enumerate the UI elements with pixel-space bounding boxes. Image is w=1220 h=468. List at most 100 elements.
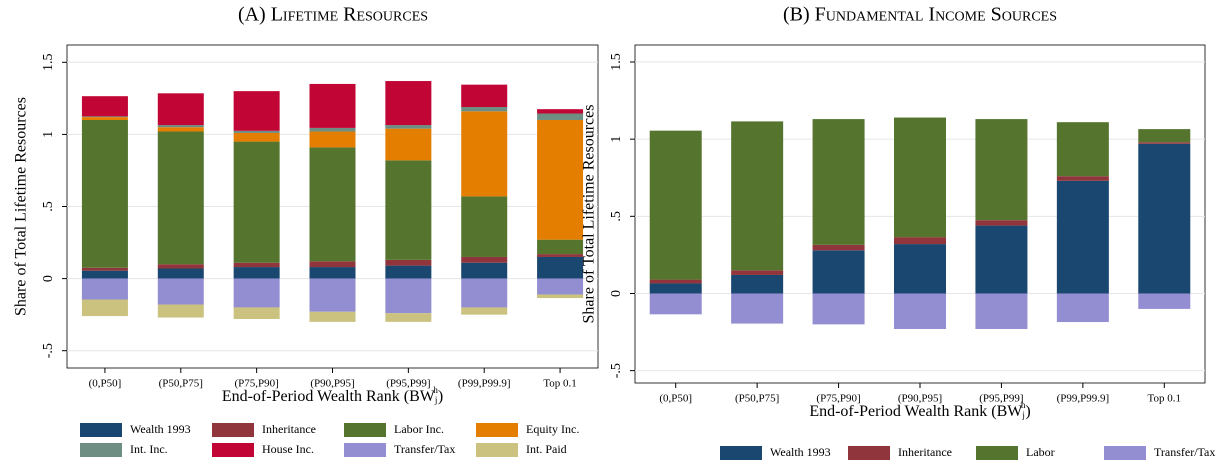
legend-label: Labor Inc. bbox=[394, 422, 444, 436]
y-tick-label: -.5 bbox=[41, 343, 56, 358]
bar-segment bbox=[81, 267, 128, 271]
bar-segment bbox=[894, 237, 946, 245]
bar-segment bbox=[81, 270, 128, 279]
y-tick-label: 1.5 bbox=[609, 53, 624, 71]
bar-segment bbox=[812, 244, 865, 251]
bar-segment bbox=[1056, 293, 1109, 323]
bar-segment bbox=[309, 278, 356, 312]
bar-segment bbox=[731, 293, 784, 324]
legend-swatch bbox=[476, 423, 518, 437]
bar-segment bbox=[385, 128, 432, 161]
bar-segment bbox=[812, 250, 865, 294]
x-tick-label: Top 0.1 bbox=[1148, 393, 1181, 405]
bar-segment bbox=[537, 256, 584, 279]
legend-label: Equity Inc. bbox=[526, 422, 579, 436]
x-tick-label: Top 0.1 bbox=[543, 378, 576, 390]
bar-segment bbox=[233, 132, 280, 142]
bar-segment bbox=[894, 244, 946, 294]
bar-segment bbox=[233, 91, 280, 131]
bar-segment bbox=[537, 119, 584, 240]
bar-segment bbox=[233, 267, 280, 279]
x-tick-label: (P99,P99.9] bbox=[1057, 393, 1110, 405]
legend-swatch bbox=[476, 443, 518, 457]
bar-segment bbox=[309, 267, 356, 279]
bar-segment bbox=[812, 293, 865, 325]
bar-segment bbox=[461, 262, 508, 279]
bar-segment bbox=[157, 278, 204, 305]
bar-segment bbox=[461, 84, 508, 108]
x-tick-label: (P50,P75] bbox=[159, 378, 203, 390]
bar-segment bbox=[975, 225, 1028, 294]
bar-segment bbox=[975, 220, 1028, 226]
x-axis-label-part: h bbox=[1021, 400, 1026, 410]
bar-segment bbox=[537, 113, 584, 120]
legend-label: Inheritance bbox=[898, 445, 952, 459]
bar-segment bbox=[461, 107, 508, 112]
legend-label: House Inc. bbox=[262, 442, 314, 456]
bar-segment bbox=[1138, 129, 1191, 143]
x-axis-label-part: j bbox=[1021, 410, 1025, 420]
bar-segment bbox=[309, 311, 356, 322]
x-tick-label: (0,P50] bbox=[89, 378, 122, 390]
x-axis-label-part: j bbox=[434, 395, 438, 405]
y-axis-label: Share of Total Lifetime Resources bbox=[13, 97, 30, 316]
bar-segment bbox=[649, 130, 702, 280]
legend-label: Int. Inc. bbox=[130, 442, 168, 456]
x-tick-label: (P90,P95] bbox=[898, 393, 942, 405]
legend-swatch bbox=[848, 446, 890, 460]
bar-segment bbox=[157, 268, 204, 279]
x-tick-label: (P75,P90] bbox=[816, 393, 860, 405]
bar-segment bbox=[649, 293, 702, 315]
bar-segment bbox=[157, 125, 204, 128]
chart-title: (A) Lifetime Resources bbox=[238, 4, 428, 26]
bar-segment bbox=[309, 127, 356, 132]
bar-segment bbox=[1056, 180, 1109, 294]
bar-segment bbox=[461, 256, 508, 263]
bar-segment bbox=[233, 307, 280, 319]
bar-segment bbox=[233, 278, 280, 308]
bar-segment bbox=[461, 278, 508, 308]
x-axis-label: End-of-Period Wealth Rank (BWjh) bbox=[222, 385, 443, 405]
bar-segment bbox=[309, 147, 356, 262]
x-tick-label: (P90,P95] bbox=[310, 378, 354, 390]
bar-segment bbox=[975, 293, 1028, 329]
bar-segment bbox=[385, 81, 432, 126]
bar-segment bbox=[649, 279, 702, 284]
x-axis-label: End-of-Period Wealth Rank (BWjh) bbox=[809, 400, 1030, 420]
bar-segment bbox=[731, 121, 784, 271]
bar-segment bbox=[157, 93, 204, 126]
x-axis-label-part: ) bbox=[438, 388, 443, 405]
legend-label: Transfer/Tax bbox=[1154, 445, 1215, 459]
bar-segment bbox=[385, 125, 432, 129]
bar-segment bbox=[385, 265, 432, 279]
bar-segment bbox=[812, 119, 865, 245]
bar-segment bbox=[1056, 176, 1109, 181]
y-tick-label: 1 bbox=[609, 136, 624, 143]
legend-swatch bbox=[80, 423, 122, 437]
bar-segment bbox=[81, 117, 128, 120]
legend-swatch bbox=[212, 423, 254, 437]
y-axis-label: Share of Total Lifetime Resources bbox=[581, 105, 598, 324]
bar-segment bbox=[537, 294, 584, 299]
x-tick-label: (P95,P99] bbox=[386, 378, 430, 390]
bar-segment bbox=[233, 141, 280, 263]
bar-segment bbox=[975, 119, 1028, 221]
legend-swatch bbox=[212, 443, 254, 457]
bar-segment bbox=[233, 262, 280, 268]
bar-segment bbox=[385, 313, 432, 322]
bar-segment bbox=[1056, 122, 1109, 177]
bar-segment bbox=[81, 278, 128, 300]
bar-segment bbox=[731, 274, 784, 294]
bar-segment bbox=[233, 130, 280, 133]
x-tick-label: (P75,P90] bbox=[234, 378, 278, 390]
legend-swatch bbox=[1104, 446, 1146, 460]
y-tick-label: 1.5 bbox=[41, 54, 56, 72]
y-tick-label: .5 bbox=[609, 211, 624, 222]
x-axis-label-part: ) bbox=[1025, 403, 1030, 420]
x-axis-label-part: End-of-Period Wealth Rank (BW bbox=[222, 388, 436, 405]
bar-segment bbox=[157, 127, 204, 132]
chart-title: (B) Fundamental Income Sources bbox=[783, 4, 1057, 26]
y-tick-label: -.5 bbox=[609, 363, 624, 378]
y-tick-label: 1 bbox=[41, 131, 56, 138]
